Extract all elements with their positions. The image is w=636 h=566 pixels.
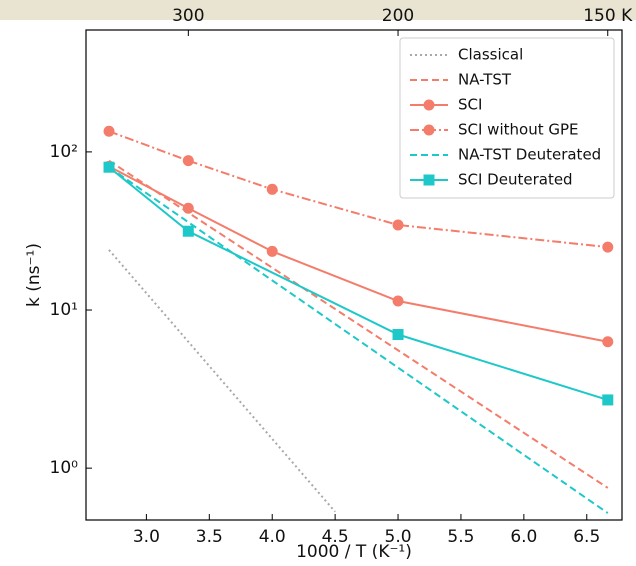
series-line [108, 159, 609, 489]
marker [266, 245, 278, 257]
marker [392, 219, 404, 231]
top-tick-label: 200 [382, 6, 414, 26]
marker [602, 394, 614, 406]
marker [602, 336, 614, 348]
legend-label: SCI without GPE [458, 121, 579, 139]
series-line [108, 249, 336, 513]
top-tick-label: 300 [172, 6, 204, 26]
legend-label: Classical [458, 46, 523, 64]
legend-marker [423, 99, 435, 111]
marker [266, 183, 278, 195]
top-band [0, 0, 636, 20]
top-tick-label: 150 K [583, 6, 633, 26]
legend-box [399, 37, 615, 199]
marker [182, 225, 194, 237]
x-axis-label: 1000 / T (K⁻¹) [296, 542, 412, 562]
x-tick-label: 4.5 [322, 527, 349, 547]
legend-label: SCI [458, 96, 482, 114]
legend-marker [423, 124, 435, 136]
series-line [108, 166, 609, 514]
marker [182, 202, 194, 214]
legend-label: NA-TST Deuterated [458, 146, 601, 164]
marker [392, 295, 404, 307]
legend-label: NA-TST [458, 71, 512, 89]
x-tick-label: 4.0 [259, 527, 286, 547]
marker [602, 241, 614, 253]
legend-marker [423, 174, 435, 186]
x-tick-label: 6.0 [510, 527, 537, 547]
x-tick-label: 5.5 [447, 527, 474, 547]
series-line [108, 166, 609, 401]
marker [103, 161, 115, 173]
legend-label: SCI Deuterated [458, 171, 573, 189]
y-tick-label: 10⁰ [50, 458, 79, 478]
y-axis-label: k (ns⁻¹) [24, 243, 44, 307]
marker [392, 329, 404, 341]
x-tick-label: 5.0 [385, 527, 412, 547]
marker [182, 155, 194, 167]
y-tick-label: 10² [50, 142, 78, 162]
x-tick-label: 3.5 [196, 527, 223, 547]
x-tick-label: 6.5 [573, 527, 600, 547]
plot-frame [85, 29, 623, 521]
y-tick-label: 10¹ [50, 300, 78, 320]
x-tick-label: 3.0 [133, 527, 160, 547]
marker [103, 125, 115, 137]
